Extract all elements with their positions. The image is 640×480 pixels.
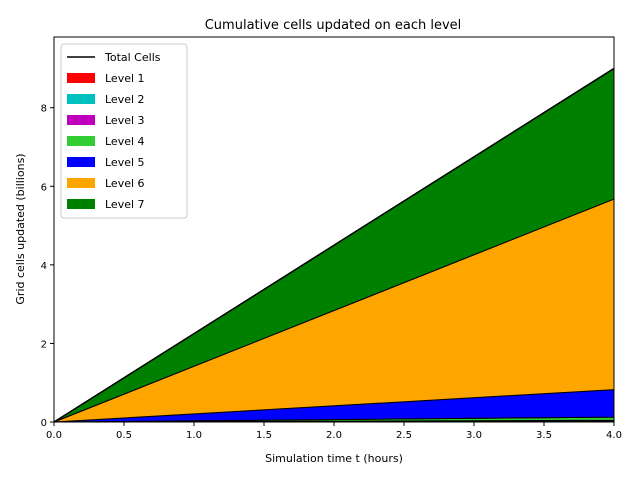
y-tick-label: 8: [41, 104, 47, 115]
x-tick-label: 2.0: [326, 430, 342, 441]
x-tick-label: 1.5: [256, 430, 272, 441]
legend-label: Level 1: [105, 72, 145, 85]
legend: Total Cells Level 1 Level 2 Level 3 Level 4 L…: [60, 43, 188, 219]
legend-swatch: [67, 157, 95, 167]
y-tick-label: 4: [41, 261, 47, 272]
x-tick-label: 3.0: [466, 430, 482, 441]
x-tick-label: 2.5: [396, 430, 412, 441]
plot-frame: [53, 36, 615, 423]
x-tick-label: 0.0: [46, 430, 62, 441]
y-tick-label: 0: [41, 418, 47, 429]
legend-swatch: [67, 199, 95, 209]
legend-swatch: [67, 73, 95, 83]
legend-swatch: [67, 115, 95, 125]
y-axis-label: Grid cells updated (billions): [14, 153, 27, 304]
y-tick-label: 2: [41, 339, 47, 350]
x-axis-label: Simulation time t (hours): [265, 452, 403, 465]
legend-label: Level 4: [105, 135, 145, 148]
axis-ticks: 0.0 0.5 1.0 1.5 2.0 2.5 3.0 3.5 4.0 0 2 4 6 8: [41, 104, 622, 441]
legend-box: [60, 43, 188, 219]
legend-label: Total Cells: [104, 51, 161, 64]
x-tick-label: 0.5: [116, 430, 132, 441]
total-cells-line: [53, 67, 615, 423]
x-tick-label: 3.5: [536, 430, 552, 441]
x-tick-label: 1.0: [186, 430, 202, 441]
legend-label: Level 7: [105, 198, 145, 211]
legend-label: Level 5: [105, 156, 145, 169]
legend-label: Level 3: [105, 114, 145, 127]
legend-label: Level 2: [105, 93, 145, 106]
y-tick-label: 6: [41, 182, 47, 193]
legend-swatch: [67, 94, 95, 104]
legend-swatch: [67, 136, 95, 146]
legend-swatch: [67, 178, 95, 188]
chart-title: Cumulative cells updated on each level: [205, 18, 462, 33]
legend-label: Level 6: [105, 177, 145, 190]
x-tick-label: 4.0: [606, 430, 622, 441]
